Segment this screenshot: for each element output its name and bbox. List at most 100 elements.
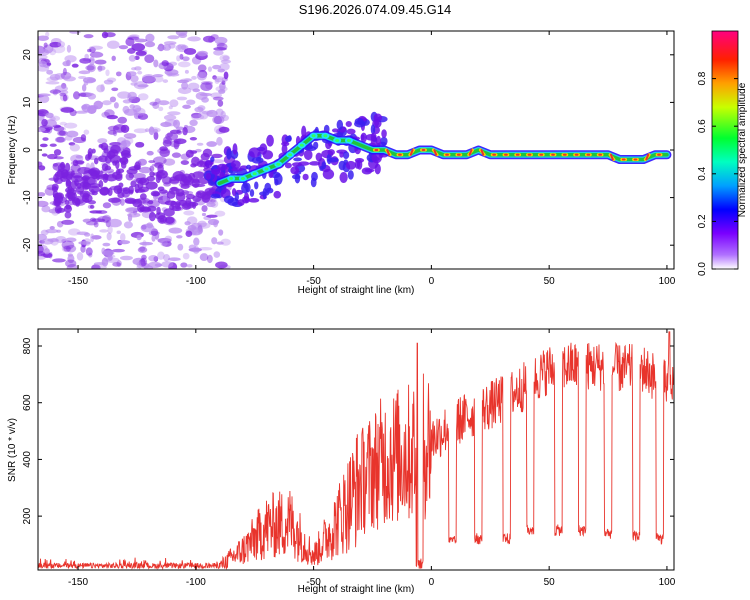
ridge-core: [468, 149, 473, 156]
spectral-speckle: [182, 127, 188, 136]
ridge-blob-core: [264, 167, 269, 171]
spectral-speckle: [67, 253, 74, 257]
spectral-speckle: [170, 186, 178, 192]
ridge-core: [480, 149, 485, 156]
spectral-speckle: [154, 98, 161, 104]
spectral-speckle: [168, 227, 183, 234]
spectral-speckle: [93, 262, 106, 266]
spectral-speckle: [141, 73, 156, 83]
spectral-speckle: [175, 192, 186, 202]
spectral-speckle: [41, 118, 48, 127]
spectral-speckle: [49, 143, 57, 147]
spectral-speckle: [137, 246, 148, 253]
spectral-speckle: [84, 53, 89, 60]
spectral-speckle: [45, 112, 54, 119]
spectral-speckle: [185, 230, 193, 238]
spectral-blob: [370, 132, 377, 142]
spectral-speckle: [158, 106, 164, 112]
spectral-speckle: [107, 129, 117, 135]
spectral-speckle: [127, 71, 137, 77]
spectral-speckle: [82, 185, 90, 190]
spectral-speckle: [175, 203, 181, 210]
spectral-speckle: [151, 235, 156, 242]
spectral-speckle: [97, 65, 106, 71]
spectrogram-y-ticks: -20 -10 0 10 20: [22, 49, 674, 252]
ridge-blob-core: [346, 138, 351, 142]
spectral-speckle: [202, 35, 216, 43]
spectral-speckle: [61, 240, 75, 250]
spectral-blob: [248, 147, 261, 158]
y-tick-label: -10: [22, 190, 33, 205]
x-tick-label: -100: [186, 577, 206, 588]
spectral-speckle: [65, 259, 77, 268]
spectral-blob: [274, 178, 279, 186]
spectral-speckle: [106, 232, 112, 241]
spectral-blob: [374, 163, 381, 175]
ridge-core: [409, 149, 414, 156]
spectral-blob: [354, 118, 364, 125]
spectral-speckle: [95, 210, 108, 214]
spectral-speckle: [144, 54, 155, 64]
ridge-blob-core: [323, 134, 328, 138]
spectral-blob: [345, 160, 357, 170]
spectral-speckle: [196, 71, 208, 81]
spectral-speckle: [217, 68, 225, 73]
spectral-speckle: [127, 36, 140, 41]
spectral-speckle: [147, 205, 157, 212]
spectral-speckle: [137, 84, 149, 88]
spectral-speckle: [149, 171, 155, 178]
spectral-speckle: [205, 190, 213, 196]
spectral-speckle: [69, 109, 77, 117]
figure-title: S196.2026.074.09.45.G14: [299, 2, 452, 17]
spectral-speckle: [191, 114, 205, 120]
spectral-speckle: [87, 204, 93, 209]
spectral-speckle: [61, 219, 75, 225]
spectral-speckle: [167, 72, 180, 77]
spectral-speckle: [93, 157, 99, 165]
spectral-speckle: [123, 221, 133, 229]
spectral-speckle: [199, 253, 209, 262]
spectral-speckle: [160, 239, 168, 247]
spectral-blob: [266, 134, 274, 147]
spectral-speckle: [83, 129, 90, 135]
spectral-speckle: [146, 150, 154, 156]
spectral-speckle: [59, 121, 67, 126]
spectral-speckle: [64, 199, 70, 205]
spectral-speckle: [152, 156, 167, 165]
spectral-speckle: [120, 198, 125, 206]
spectral-speckle: [113, 102, 119, 109]
spectral-speckle: [220, 59, 232, 64]
spectral-speckle: [39, 143, 48, 148]
spectral-blob: [338, 160, 346, 171]
spectral-speckle: [223, 71, 229, 80]
spectral-speckle: [182, 56, 190, 62]
spectral-blob: [231, 188, 237, 197]
snr-y-ticks: 200 400 600 800: [22, 337, 674, 524]
spectral-speckle: [38, 200, 49, 207]
spectral-speckle: [85, 154, 91, 161]
spectral-speckle: [148, 211, 156, 222]
spectral-speckle: [127, 47, 136, 54]
spectral-blob: [281, 141, 290, 147]
spectral-speckle: [159, 218, 165, 223]
spectral-speckle: [42, 252, 53, 259]
spectral-speckle: [79, 57, 92, 64]
spectral-speckle: [70, 170, 75, 177]
spectral-speckle: [106, 40, 120, 49]
spectral-speckle: [130, 82, 138, 86]
spectral-speckle: [117, 91, 131, 99]
ridge-blob-core: [229, 177, 234, 181]
spectral-speckle: [128, 185, 134, 195]
spectral-speckle: [133, 107, 146, 116]
spectral-blob: [210, 156, 215, 163]
spectral-speckle: [213, 49, 224, 56]
spectral-speckle: [118, 240, 131, 245]
spectral-speckle: [156, 206, 161, 215]
spectral-speckle: [213, 115, 223, 125]
spectral-speckle: [216, 42, 228, 51]
spectral-speckle: [89, 169, 98, 176]
spectral-speckle: [201, 212, 207, 217]
y-tick-label: 400: [22, 451, 33, 468]
spectral-speckle: [161, 261, 174, 268]
